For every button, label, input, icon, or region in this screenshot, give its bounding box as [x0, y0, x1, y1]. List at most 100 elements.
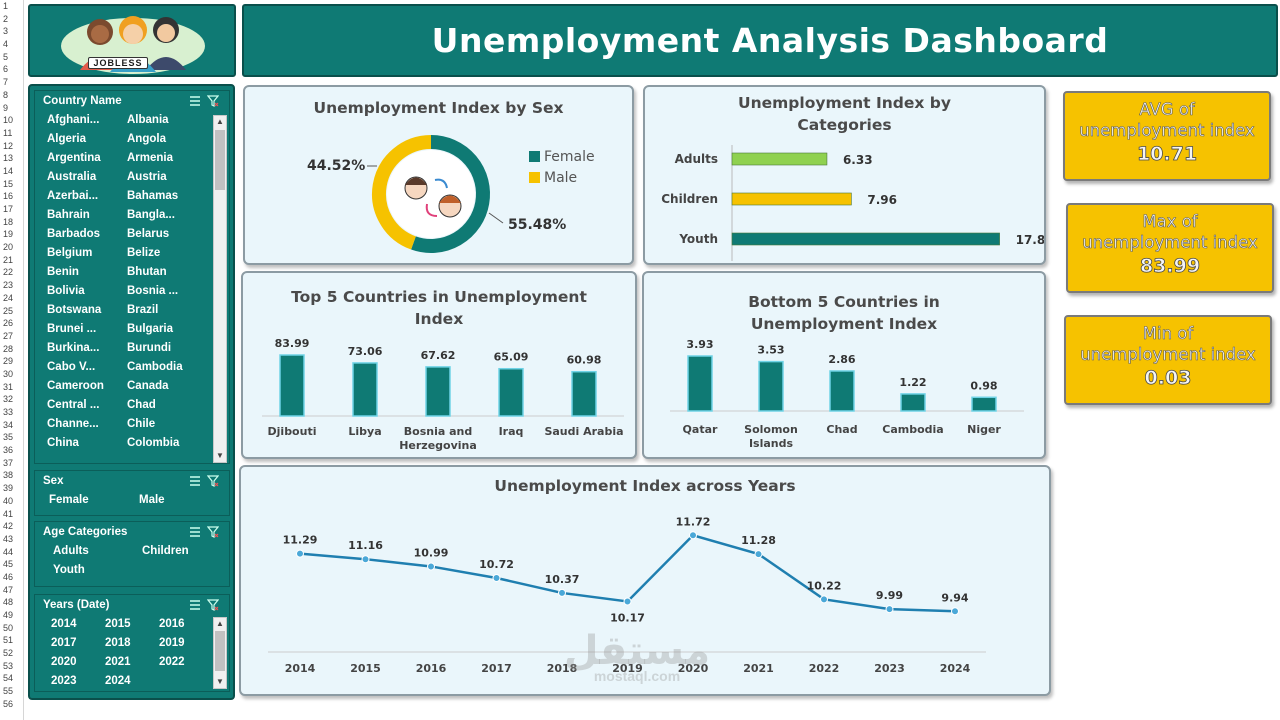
year-slicer-item[interactable]: 2016 — [159, 618, 185, 630]
country-slicer-item[interactable]: Bahrain — [47, 209, 90, 221]
country-slicer-item[interactable]: Benin — [47, 266, 79, 278]
country-slicer-item[interactable]: Argentina — [47, 152, 101, 164]
country-slicer-item[interactable]: Australia — [47, 171, 97, 183]
x-tick-label: 2017 — [481, 662, 512, 675]
country-slicer-item[interactable]: Bolivia — [47, 285, 85, 297]
clear-filter-icon[interactable] — [207, 599, 219, 611]
row-number: 7 — [3, 77, 9, 88]
country-slicer-item[interactable]: Bhutan — [127, 266, 167, 278]
row-number: 37 — [3, 457, 14, 468]
row-number: 5 — [3, 51, 9, 62]
country-slicer-item[interactable]: Armenia — [127, 152, 174, 164]
country-slicer-item[interactable]: Bahamas — [127, 190, 179, 202]
year-slicer-item[interactable]: 2014 — [51, 618, 77, 630]
year-slicer-item[interactable]: 2021 — [105, 656, 131, 668]
country-slicer-item[interactable]: Belgium — [47, 247, 93, 259]
country-slicer-item[interactable]: Burundi — [127, 342, 172, 354]
scroll-thumb[interactable] — [215, 631, 225, 671]
country-slicer-item[interactable]: Botswana — [47, 304, 102, 316]
sex-slicer-item[interactable]: Male — [139, 494, 165, 506]
multi-select-icon[interactable] — [189, 95, 201, 107]
country-slicer-item[interactable]: Cambodia — [127, 361, 183, 373]
clear-filter-icon[interactable] — [207, 95, 219, 107]
country-slicer-item[interactable]: Burkina... — [47, 342, 100, 354]
row-number: 42 — [3, 521, 14, 532]
title-banner: Unemployment Analysis Dashboard — [242, 4, 1278, 77]
country-slicer-item[interactable]: Austria — [127, 171, 167, 183]
data-label: 17.84 — [1016, 233, 1044, 247]
multi-select-icon[interactable] — [189, 526, 201, 538]
age-item-list: Adults Children Youth — [35, 542, 229, 580]
country-scrollbar[interactable]: ▲ ▼ — [213, 115, 227, 463]
sex-item-list: Female Male — [35, 491, 229, 510]
country-slicer-item[interactable]: Azerbai... — [47, 190, 99, 202]
min-kpi-card: Min of unemployment index 0.03 — [1064, 315, 1272, 405]
country-slicer-item[interactable]: Bosnia ... — [127, 285, 179, 297]
country-slicer-item[interactable]: Bangla... — [127, 209, 175, 221]
data-point — [492, 573, 501, 582]
category-label: Herzegovina — [399, 439, 477, 452]
country-slicer-item[interactable]: Chile — [127, 418, 156, 430]
age-slicer-item[interactable]: Children — [142, 545, 189, 557]
country-slicer-item[interactable]: Afghani... — [47, 114, 100, 126]
year-slicer-item[interactable]: 2020 — [51, 656, 77, 668]
country-slicer-item[interactable]: Brunei ... — [47, 323, 97, 335]
row-number: 10 — [3, 115, 14, 126]
bar — [731, 152, 828, 166]
scroll-up-icon[interactable]: ▲ — [216, 117, 224, 126]
year-slicer-item[interactable]: 2015 — [105, 618, 131, 630]
slicer-title: Age Categories — [43, 526, 128, 538]
data-point — [296, 549, 304, 558]
country-slicer-item[interactable]: Belarus — [127, 228, 170, 240]
scroll-down-icon[interactable]: ▼ — [216, 677, 224, 686]
data-label: 83.99 — [275, 337, 310, 350]
row-number: 24 — [3, 292, 14, 303]
years-scrollbar[interactable]: ▲ ▼ — [213, 617, 227, 689]
year-slicer-item[interactable]: 2017 — [51, 637, 77, 649]
chart-title: Top 5 Countries in Unemployment Index — [291, 288, 587, 328]
country-slicer-item[interactable]: Algeria — [47, 133, 86, 145]
data-point — [427, 562, 435, 571]
country-slicer-item[interactable]: Albania — [127, 114, 169, 126]
data-label: 1.22 — [899, 376, 926, 389]
row-number: 47 — [3, 584, 14, 595]
multi-select-icon[interactable] — [189, 599, 201, 611]
scroll-thumb[interactable] — [215, 130, 225, 190]
country-slicer-item[interactable]: Belize — [127, 247, 161, 259]
country-slicer-item[interactable]: China — [47, 437, 79, 449]
logo-label: JOBLESS — [88, 57, 148, 69]
data-label: 10.37 — [545, 573, 580, 586]
age-slicer-item[interactable]: Youth — [53, 564, 85, 576]
row-number: 54 — [3, 673, 14, 684]
country-slicer-item[interactable]: Barbados — [47, 228, 101, 240]
data-point — [951, 607, 959, 616]
bar — [352, 362, 378, 417]
sex-slicer-item[interactable]: Female — [49, 494, 89, 506]
year-slicer-item[interactable]: 2022 — [159, 656, 185, 668]
year-slicer-item[interactable]: 2023 — [51, 675, 77, 687]
country-slicer-item[interactable]: Cabo V... — [47, 361, 96, 373]
scroll-down-icon[interactable]: ▼ — [216, 451, 224, 460]
age-slicer-item[interactable]: Adults — [53, 545, 89, 557]
country-slicer-item[interactable]: Angola — [127, 133, 166, 145]
category-label: Cambodia — [882, 423, 943, 436]
country-slicer-item[interactable]: Chad — [127, 399, 156, 411]
scroll-up-icon[interactable]: ▲ — [216, 619, 224, 628]
country-slicer-item[interactable]: Channe... — [47, 418, 99, 430]
year-slicer-item[interactable]: 2024 — [105, 675, 131, 687]
row-number: 52 — [3, 648, 14, 659]
year-slicer-item[interactable]: 2018 — [105, 637, 131, 649]
clear-filter-icon[interactable] — [207, 475, 219, 487]
country-slicer-item[interactable]: Brazil — [127, 304, 159, 316]
data-label: 9.99 — [876, 589, 903, 602]
clear-filter-icon[interactable] — [207, 526, 219, 538]
category-label: Djibouti — [268, 425, 317, 438]
country-slicer-item[interactable]: Canada — [127, 380, 169, 392]
year-slicer-item[interactable]: 2019 — [159, 637, 185, 649]
country-slicer-item[interactable]: Central ... — [47, 399, 100, 411]
country-slicer-item[interactable]: Cameroon — [47, 380, 104, 392]
country-slicer-item[interactable]: Bulgaria — [127, 323, 174, 335]
country-slicer-item[interactable]: Colombia — [127, 437, 180, 449]
row-header-gutter: 1 2 3 4 5 6 7 8 9 10 11 12 13 14 15 16 17 18 19 20 21 22 23 24 2… — [0, 0, 24, 720]
multi-select-icon[interactable] — [189, 475, 201, 487]
